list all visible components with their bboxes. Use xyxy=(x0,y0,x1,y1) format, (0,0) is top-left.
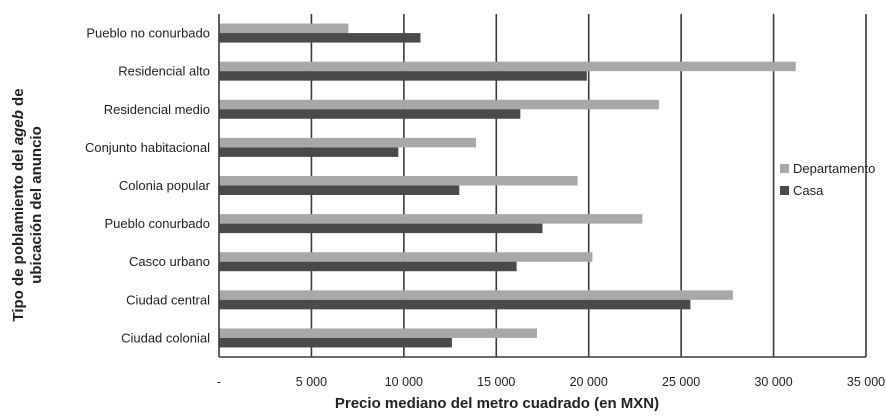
x-tick-label: 5 000 xyxy=(296,375,327,389)
legend-swatch-casa xyxy=(780,186,789,195)
y-axis-title-line1: Tipo de poblamiento del ageb de xyxy=(10,88,27,321)
category-label: Conjunto habitacional xyxy=(85,140,210,155)
bar-casa xyxy=(219,337,452,348)
category-label: Colonia popular xyxy=(119,178,211,193)
category-label: Residencial alto xyxy=(118,64,210,79)
legend-label-casa: Casa xyxy=(793,183,824,198)
bar-casa xyxy=(219,147,399,157)
legend-label-departamento: Departamento xyxy=(793,161,875,176)
legend: Departamento Casa xyxy=(780,161,875,198)
bar-departamento xyxy=(219,23,349,34)
category-label: Pueblo conurbado xyxy=(104,216,210,231)
bar-departamento xyxy=(219,214,643,224)
category-labels: Pueblo no conurbado Residencial alto Resid… xyxy=(85,26,211,346)
bar-casa xyxy=(219,261,517,272)
bar-casa xyxy=(219,223,543,234)
bar-casa xyxy=(219,299,691,310)
bars xyxy=(219,23,796,348)
x-tick-label: 35 000 xyxy=(847,375,885,389)
x-tick-label: 10 000 xyxy=(385,375,423,389)
bar-departamento xyxy=(219,176,578,186)
bar-casa xyxy=(219,109,521,119)
x-tick-label: 20 000 xyxy=(570,375,608,389)
bar-casa xyxy=(219,33,421,43)
x-tick-label: 30 000 xyxy=(754,375,792,389)
axes xyxy=(218,14,866,358)
x-tick-label: 25 000 xyxy=(662,375,700,389)
category-label: Residencial medio xyxy=(104,102,210,117)
x-tick-label: 15 000 xyxy=(477,375,515,389)
legend-swatch-departamento xyxy=(780,164,789,173)
bar-casa xyxy=(219,185,460,195)
x-axis-title: Precio mediano del metro cuadrado (en MX… xyxy=(335,395,659,412)
y-axis-title-line2: ubicación del anuncio xyxy=(28,126,45,284)
category-label: Ciudad central xyxy=(126,292,210,307)
bar-departamento xyxy=(219,137,476,148)
bar-departamento xyxy=(219,328,537,338)
bar-departamento xyxy=(219,99,659,110)
category-label: Ciudad colonial xyxy=(121,330,210,345)
bar-casa xyxy=(219,71,587,81)
category-label: Casco urbano xyxy=(129,254,210,269)
y-axis-title: Tipo de poblamiento del ageb de ubicació… xyxy=(10,88,45,321)
category-label: Pueblo no conurbado xyxy=(86,26,210,41)
bar-departamento xyxy=(219,252,593,262)
bar-departamento xyxy=(219,290,733,300)
x-tick-labels: - 5 000 10 000 15 000 20 000 25 000 30 000 35 0… xyxy=(217,375,885,389)
x-tick-label: - xyxy=(217,375,221,389)
bar-departamento xyxy=(219,61,796,72)
